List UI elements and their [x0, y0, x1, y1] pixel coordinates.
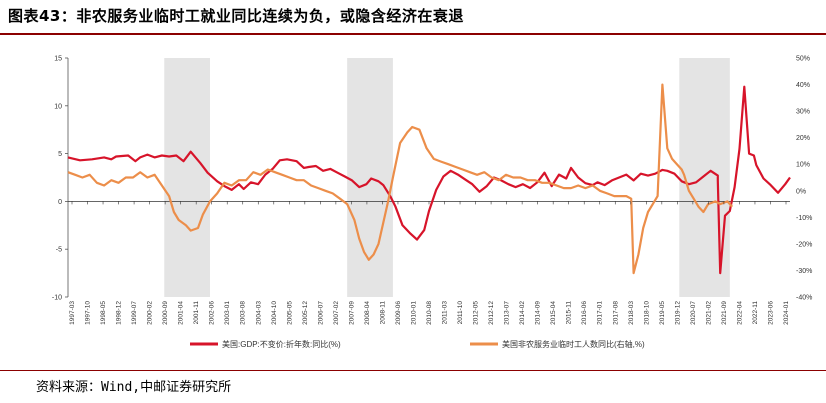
x-tick-label: 2001-04	[178, 301, 185, 325]
x-tick-label: 1997-03	[69, 301, 76, 325]
x-tick-label: 2004-10	[271, 301, 278, 325]
chart-axes: -10 -5 0 5 10 15 -40% -30% -20% -10% 0% 10% 20% 30% 40…	[52, 56, 812, 302]
x-tick-label: 1998-12	[116, 301, 123, 325]
right-tick-label: 40%	[796, 82, 810, 89]
x-tick-label: 2014-09	[535, 301, 542, 325]
chart-title: 图表43：非农服务业临时工就业同比连续为负，或隐含经济在衰退	[8, 7, 464, 25]
left-tick-label: 0	[58, 199, 62, 206]
x-tick-label: 2018-03	[628, 301, 635, 325]
x-tick-label: 2001-11	[193, 301, 200, 325]
x-tick-label: 2016-06	[581, 301, 588, 325]
chart-legend: 美国:GDP:不变价:折年数:同比(%) 美国非农服务业临时工人数同比(右轴,%…	[190, 339, 645, 349]
x-tick-label: 2015-11	[566, 301, 573, 325]
shaded-period-0	[164, 58, 210, 297]
left-tick-label: 5	[58, 151, 62, 158]
x-tick-label: 2003-01	[224, 301, 231, 325]
left-tick-label: -10	[52, 295, 62, 302]
right-tick-label: 50%	[796, 56, 810, 63]
x-tick-label: 2020-07	[690, 301, 697, 325]
source-note: 资料来源：Wind,中邮证券研究所	[36, 380, 232, 395]
x-tick-label: 2021-02	[705, 301, 712, 325]
left-tick-label: 10	[54, 103, 62, 110]
series-line-temp	[67, 83, 734, 275]
x-tick-label: 2007-09	[348, 301, 355, 325]
x-tick-label: 2019-05	[659, 301, 666, 325]
x-tick-label: 2024-01	[783, 301, 790, 325]
line-chart: -10 -5 0 5 10 15 -40% -30% -20% -10% 0% 10% 20% 30% 40…	[52, 56, 812, 350]
x-tick-label: 2008-04	[364, 301, 371, 325]
right-tick-label: -10%	[796, 215, 812, 222]
x-tick-label: 2015-04	[550, 301, 557, 325]
right-tick-label: 10%	[796, 162, 810, 169]
legend-label-temp: 美国非农服务业临时工人数同比(右轴,%)	[502, 339, 645, 349]
x-tick-label: 2006-07	[317, 301, 324, 325]
right-tick-label: -30%	[796, 268, 812, 275]
x-tick-label: 2017-01	[597, 301, 604, 325]
x-tick-label: 2008-11	[379, 301, 386, 325]
x-tick-label: 2023-06	[767, 301, 774, 325]
x-tick-label: 2000-02	[147, 301, 154, 325]
series-line-gdp	[67, 85, 791, 275]
left-tick-label: 15	[54, 56, 62, 63]
x-tick-label: 2012-12	[488, 301, 495, 325]
right-tick-label: 0%	[796, 188, 806, 195]
x-tick-label: 2005-12	[302, 301, 309, 325]
right-tick-label: 20%	[796, 135, 810, 142]
x-tick-label: 2018-10	[643, 301, 650, 325]
x-tick-label: 2003-08	[240, 301, 247, 325]
x-tick-label: 2012-05	[473, 301, 480, 325]
x-tick-label: 2022-04	[736, 301, 743, 325]
title-divider	[0, 33, 826, 35]
x-tick-label: 1999-07	[131, 301, 138, 325]
shaded-period-1	[347, 58, 393, 297]
x-tick-label: 2010-01	[410, 301, 417, 325]
x-tick-label: 1998-05	[100, 301, 107, 325]
x-tick-label: 2000-09	[162, 301, 169, 325]
x-tick-label: 2007-02	[333, 301, 340, 325]
x-tick-label: 2017-08	[612, 301, 619, 325]
right-tick-label: 30%	[796, 109, 810, 116]
x-tick-label: 2013-07	[504, 301, 511, 325]
right-tick-label: -40%	[796, 295, 812, 302]
x-tick-label: 2011-10	[457, 301, 464, 325]
footer-divider	[0, 370, 826, 371]
chart-lines	[67, 83, 791, 275]
right-tick-label: -20%	[796, 241, 812, 248]
x-tick-label: 2021-09	[721, 301, 728, 325]
x-tick-label: 2019-12	[674, 301, 681, 325]
x-tick-label: 2002-06	[209, 301, 216, 325]
x-tick-label: 2005-05	[286, 301, 293, 325]
x-tick-label: 2004-03	[255, 301, 262, 325]
x-tick-labels: 1997-03 1997-10 1998-05 1998-12 1999-07 2000-…	[69, 201, 790, 325]
legend-label-gdp: 美国:GDP:不变价:折年数:同比(%)	[222, 339, 341, 349]
x-tick-label: 2011-03	[442, 301, 449, 325]
x-tick-label: 2010-08	[426, 301, 433, 325]
left-tick-label: -5	[56, 247, 62, 254]
x-tick-label: 2014-02	[519, 301, 526, 325]
x-tick-label: 2022-11	[752, 301, 759, 325]
x-tick-label: 2009-06	[395, 301, 402, 325]
x-tick-label: 1997-10	[85, 301, 92, 325]
